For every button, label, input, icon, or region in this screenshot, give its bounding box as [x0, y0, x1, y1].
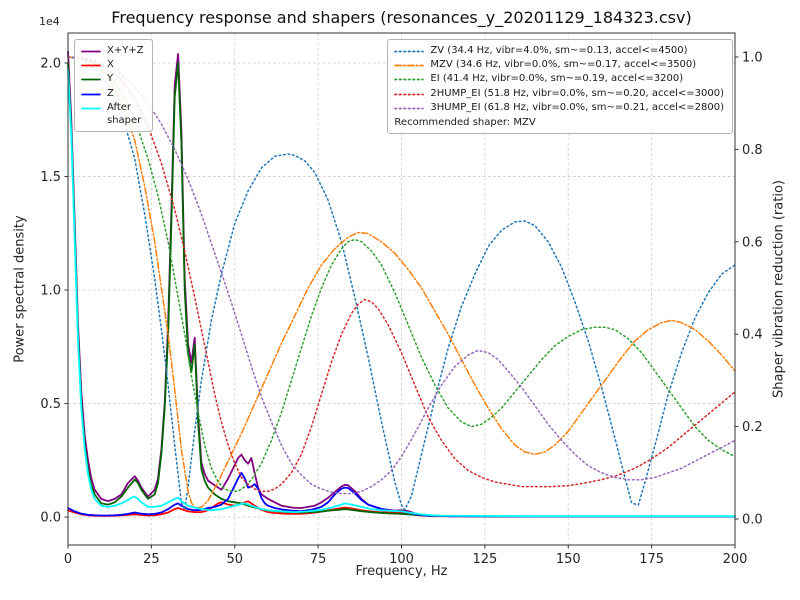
legend-line-swatch: [81, 79, 101, 81]
legend-entry-ei: EI (41.4 Hz, vibr=0.0%, sm~=0.19, accel<…: [394, 72, 724, 85]
curve-after-shaper: [67, 68, 736, 518]
curve-mzv: [67, 56, 736, 509]
y-right-tick-label: 0.4: [742, 328, 763, 343]
y-right-tick-label: 0.0: [742, 512, 763, 527]
shaper-legend: ZV (34.4 Hz, vibr=4.0%, sm~=0.13, accel<…: [387, 39, 733, 135]
legend-entry-label: After shaper: [107, 101, 142, 126]
x-tick-label: 100: [389, 552, 414, 567]
legend-entry-zv: ZV (34.4 Hz, vibr=4.0%, sm~=0.13, accel<…: [394, 44, 724, 57]
legend-line-swatch: [81, 107, 101, 110]
x-tick-label: 125: [472, 552, 497, 567]
curve-3hump-ei: [67, 56, 736, 495]
legend-entry-label: Y: [107, 73, 114, 85]
x-tick-label: 75: [310, 552, 327, 567]
legend-entry-label: X+Y+Z: [107, 45, 144, 56]
legend-line-swatch: [394, 79, 425, 81]
x-tick-label: 50: [226, 552, 243, 567]
legend-line-swatch: [394, 50, 425, 53]
y-axis-offset-text: 1e4: [39, 15, 60, 28]
legend-line-swatch: [81, 50, 101, 53]
legend-entry-label: ZV (34.4 Hz, vibr=4.0%, sm~=0.13, accel<…: [430, 45, 688, 56]
y-left-tick-label: 2.0: [40, 56, 61, 71]
curve-2hump-ei: [67, 56, 736, 493]
legend-entry-label: EI (41.4 Hz, vibr=0.0%, sm~=0.19, accel<…: [430, 73, 684, 85]
psd-legend: X+Y+Z X Y Z After shaper: [74, 39, 153, 133]
legend-entry-after-shaper: After shaper: [81, 101, 144, 127]
y-left-tick-label: 1.0: [40, 284, 61, 299]
legend-entry-label: 2HUMP_EI (51.8 Hz, vibr=0.0%, sm~=0.20, …: [430, 87, 724, 99]
y-left-tick-label: 1.5: [40, 170, 61, 185]
curve-zv: [67, 56, 736, 511]
legend-entry-label: 3HUMP_EI (61.8 Hz, vibr=0.0%, sm~=0.21, …: [430, 101, 724, 113]
y-right-tick-label: 0.6: [742, 235, 763, 250]
legend-entry-3hump-ei: 3HUMP_EI (61.8 Hz, vibr=0.0%, sm~=0.21, …: [394, 101, 724, 114]
legend-entry-label: Z: [107, 87, 114, 99]
legend-line-swatch: [394, 107, 425, 110]
y-right-tick-label: 0.2: [742, 420, 763, 435]
x-tick-label: 200: [723, 552, 748, 567]
recommended-shaper-note: Recommended shaper: MZV: [394, 116, 536, 128]
x-tick-label: 0: [64, 552, 72, 567]
legend-entry-mzv: MZV (34.6 Hz, vibr=0.0%, sm~=0.17, accel…: [394, 58, 724, 71]
curve-x: [67, 500, 736, 518]
y-right-tick-label: 0.8: [742, 143, 763, 158]
legend-line-swatch: [81, 64, 101, 67]
curve-y: [67, 62, 736, 518]
y-right-tick-label: 1.0: [742, 50, 763, 65]
x-tick-label: 175: [639, 552, 664, 567]
curve-xyz: [67, 50, 736, 518]
x-axis-label: Frequency, Hz: [355, 564, 448, 579]
x-tick-label: 150: [556, 552, 581, 567]
legend-line-swatch: [394, 64, 425, 67]
legend-entry-2hump-ei: 2HUMP_EI (51.8 Hz, vibr=0.0%, sm~=0.20, …: [394, 87, 724, 100]
legend-entry-label: MZV (34.6 Hz, vibr=0.0%, sm~=0.17, accel…: [430, 59, 697, 71]
legend-entry-z: Z: [81, 87, 144, 100]
chart-title: Frequency response and shapers (resonanc…: [111, 8, 692, 27]
legend-line-swatch: [394, 93, 425, 95]
y-left-tick-label: 0.0: [40, 511, 61, 526]
legend-entry-y: Y: [81, 72, 144, 85]
x-tick-label: 25: [143, 552, 160, 567]
legend-entry-x: X: [81, 58, 144, 71]
y-left-tick-label: 0.5: [40, 397, 61, 412]
legend-line-swatch: [81, 93, 101, 95]
legend-entry-xyz: X+Y+Z: [81, 44, 144, 57]
legend-entry-label: X: [107, 59, 114, 71]
